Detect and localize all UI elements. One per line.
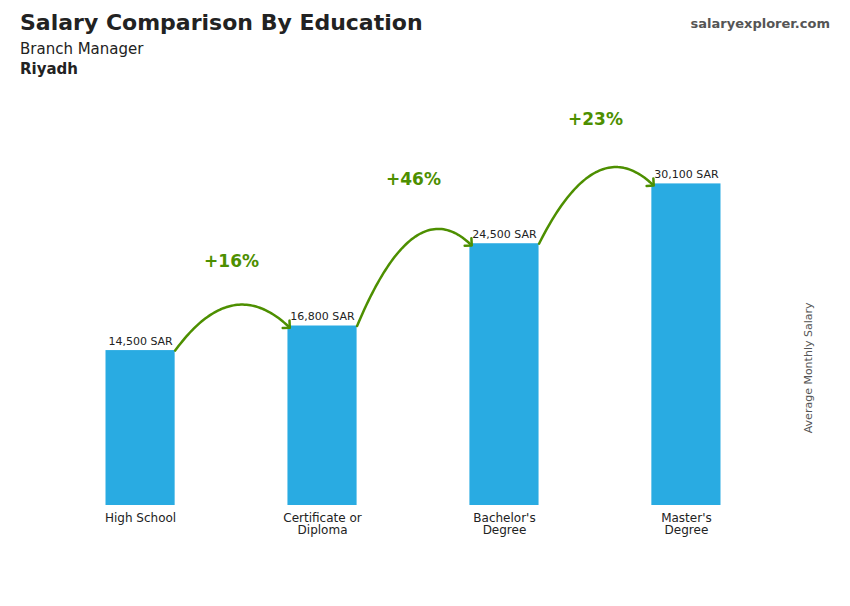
svg-text:High School: High School xyxy=(105,511,176,525)
svg-text:+46%: +46% xyxy=(386,169,441,189)
html-text:salaryexplorer.com: salaryexplorer.com xyxy=(690,16,830,31)
svg-text:30,100 SAR: 30,100 SAR xyxy=(654,168,719,181)
svg-text:16,800 SAR: 16,800 SAR xyxy=(290,310,355,323)
svg-text:Average Monthly Salary: Average Monthly Salary xyxy=(802,302,815,433)
html-text:Salary Comparison By Education: Salary Comparison By Education xyxy=(20,10,423,35)
svg-text:+23%: +23% xyxy=(568,109,623,129)
html-text:Branch Manager: Branch Manager xyxy=(20,40,144,58)
svg-text:Bachelor'sDegree: Bachelor'sDegree xyxy=(473,511,535,537)
svg-text:+16%: +16% xyxy=(204,251,259,271)
svg-text:24,500 SAR: 24,500 SAR xyxy=(472,228,537,241)
html-text:Riyadh: Riyadh xyxy=(20,60,78,78)
svg-text:Master'sDegree: Master'sDegree xyxy=(661,511,712,537)
svg-text:14,500 SAR: 14,500 SAR xyxy=(108,335,173,348)
svg-text:Certificate orDiploma: Certificate orDiploma xyxy=(283,511,361,537)
